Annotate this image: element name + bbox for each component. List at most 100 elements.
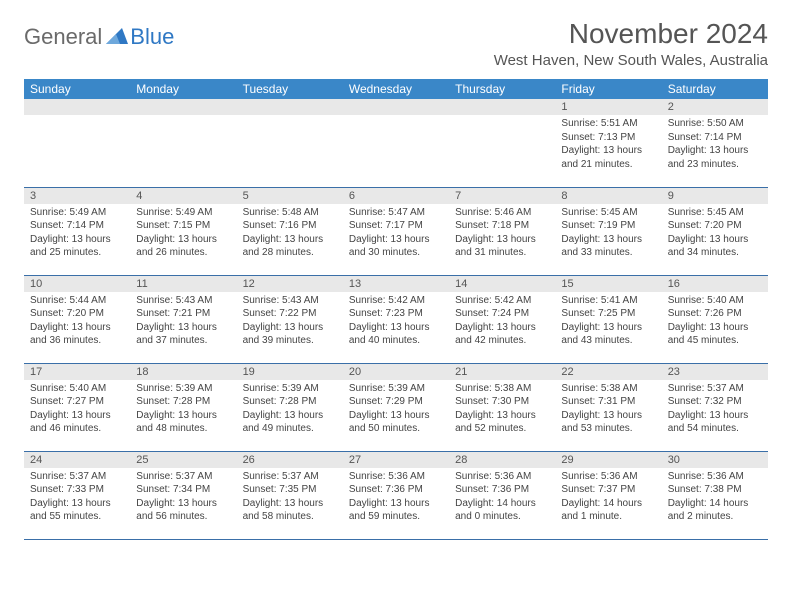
logo: General Blue: [24, 18, 174, 50]
calendar-cell: 17Sunrise: 5:40 AMSunset: 7:27 PMDayligh…: [24, 363, 130, 451]
day-number: 17: [24, 364, 130, 380]
calendar-week-row: 10Sunrise: 5:44 AMSunset: 7:20 PMDayligh…: [24, 275, 768, 363]
daylight-line-1: Daylight: 13 hours: [455, 321, 549, 335]
daylight-line-1: Daylight: 13 hours: [561, 321, 655, 335]
weekday-header: Sunday: [24, 79, 130, 99]
day-details: Sunrise: 5:40 AMSunset: 7:26 PMDaylight:…: [662, 292, 768, 352]
sunset-line: Sunset: 7:19 PM: [561, 219, 655, 233]
calendar-cell: 23Sunrise: 5:37 AMSunset: 7:32 PMDayligh…: [662, 363, 768, 451]
day-number: 10: [24, 276, 130, 292]
sunrise-line: Sunrise: 5:38 AM: [561, 382, 655, 396]
logo-word-general: General: [24, 24, 102, 50]
day-number: 19: [237, 364, 343, 380]
day-details: Sunrise: 5:47 AMSunset: 7:17 PMDaylight:…: [343, 204, 449, 264]
day-details: Sunrise: 5:42 AMSunset: 7:23 PMDaylight:…: [343, 292, 449, 352]
day-details: Sunrise: 5:41 AMSunset: 7:25 PMDaylight:…: [555, 292, 661, 352]
weekday-header: Tuesday: [237, 79, 343, 99]
calendar-cell: 5Sunrise: 5:48 AMSunset: 7:16 PMDaylight…: [237, 187, 343, 275]
sunrise-line: Sunrise: 5:42 AM: [349, 294, 443, 308]
day-number: 11: [130, 276, 236, 292]
sunrise-line: Sunrise: 5:40 AM: [30, 382, 124, 396]
daylight-line-1: Daylight: 13 hours: [136, 233, 230, 247]
sunrise-line: Sunrise: 5:49 AM: [30, 206, 124, 220]
day-number: 26: [237, 452, 343, 468]
day-number: 7: [449, 188, 555, 204]
day-details: Sunrise: 5:43 AMSunset: 7:21 PMDaylight:…: [130, 292, 236, 352]
day-number: 5: [237, 188, 343, 204]
calendar-cell: 9Sunrise: 5:45 AMSunset: 7:20 PMDaylight…: [662, 187, 768, 275]
calendar-cell: 22Sunrise: 5:38 AMSunset: 7:31 PMDayligh…: [555, 363, 661, 451]
daylight-line-1: Daylight: 13 hours: [668, 409, 762, 423]
day-number: 22: [555, 364, 661, 380]
calendar-cell: [24, 99, 130, 187]
sunrise-line: Sunrise: 5:42 AM: [455, 294, 549, 308]
daylight-line-2: and 56 minutes.: [136, 510, 230, 524]
daylight-line-2: and 37 minutes.: [136, 334, 230, 348]
day-details: Sunrise: 5:40 AMSunset: 7:27 PMDaylight:…: [24, 380, 130, 440]
daylight-line-2: and 49 minutes.: [243, 422, 337, 436]
calendar-cell: [130, 99, 236, 187]
daylight-line-1: Daylight: 13 hours: [243, 497, 337, 511]
daylight-line-2: and 23 minutes.: [668, 158, 762, 172]
calendar-cell: 10Sunrise: 5:44 AMSunset: 7:20 PMDayligh…: [24, 275, 130, 363]
daylight-line-1: Daylight: 14 hours: [668, 497, 762, 511]
sunrise-line: Sunrise: 5:36 AM: [561, 470, 655, 484]
sunrise-line: Sunrise: 5:49 AM: [136, 206, 230, 220]
day-details: Sunrise: 5:38 AMSunset: 7:31 PMDaylight:…: [555, 380, 661, 440]
daylight-line-1: Daylight: 13 hours: [30, 497, 124, 511]
daylight-line-1: Daylight: 13 hours: [455, 233, 549, 247]
sunset-line: Sunset: 7:20 PM: [668, 219, 762, 233]
day-details: Sunrise: 5:39 AMSunset: 7:29 PMDaylight:…: [343, 380, 449, 440]
day-details: Sunrise: 5:51 AMSunset: 7:13 PMDaylight:…: [555, 115, 661, 175]
daylight-line-1: Daylight: 13 hours: [349, 233, 443, 247]
day-number: 1: [555, 99, 661, 115]
daylight-line-2: and 0 minutes.: [455, 510, 549, 524]
sunset-line: Sunset: 7:29 PM: [349, 395, 443, 409]
day-number: 3: [24, 188, 130, 204]
sunrise-line: Sunrise: 5:36 AM: [349, 470, 443, 484]
sunset-line: Sunset: 7:36 PM: [349, 483, 443, 497]
daylight-line-2: and 58 minutes.: [243, 510, 337, 524]
day-details: Sunrise: 5:37 AMSunset: 7:35 PMDaylight:…: [237, 468, 343, 528]
day-number: 25: [130, 452, 236, 468]
daylight-line-2: and 52 minutes.: [455, 422, 549, 436]
sunset-line: Sunset: 7:30 PM: [455, 395, 549, 409]
calendar-cell: 25Sunrise: 5:37 AMSunset: 7:34 PMDayligh…: [130, 451, 236, 539]
daylight-line-2: and 26 minutes.: [136, 246, 230, 260]
sunrise-line: Sunrise: 5:37 AM: [30, 470, 124, 484]
sunrise-line: Sunrise: 5:46 AM: [455, 206, 549, 220]
sunset-line: Sunset: 7:15 PM: [136, 219, 230, 233]
day-number: 23: [662, 364, 768, 380]
day-details: Sunrise: 5:43 AMSunset: 7:22 PMDaylight:…: [237, 292, 343, 352]
day-number: [24, 99, 130, 115]
calendar-cell: 7Sunrise: 5:46 AMSunset: 7:18 PMDaylight…: [449, 187, 555, 275]
daylight-line-1: Daylight: 13 hours: [136, 497, 230, 511]
calendar-page: General Blue November 2024 West Haven, N…: [0, 0, 792, 550]
day-number: 8: [555, 188, 661, 204]
daylight-line-2: and 21 minutes.: [561, 158, 655, 172]
sunrise-line: Sunrise: 5:38 AM: [455, 382, 549, 396]
daylight-line-1: Daylight: 13 hours: [668, 144, 762, 158]
sunset-line: Sunset: 7:14 PM: [30, 219, 124, 233]
calendar-cell: 19Sunrise: 5:39 AMSunset: 7:28 PMDayligh…: [237, 363, 343, 451]
sunset-line: Sunset: 7:35 PM: [243, 483, 337, 497]
sunset-line: Sunset: 7:27 PM: [30, 395, 124, 409]
daylight-line-2: and 50 minutes.: [349, 422, 443, 436]
day-details: Sunrise: 5:39 AMSunset: 7:28 PMDaylight:…: [130, 380, 236, 440]
day-number: 16: [662, 276, 768, 292]
day-details: Sunrise: 5:42 AMSunset: 7:24 PMDaylight:…: [449, 292, 555, 352]
day-number: 12: [237, 276, 343, 292]
calendar-cell: [449, 99, 555, 187]
daylight-line-2: and 33 minutes.: [561, 246, 655, 260]
sunrise-line: Sunrise: 5:39 AM: [349, 382, 443, 396]
daylight-line-1: Daylight: 13 hours: [30, 409, 124, 423]
sunset-line: Sunset: 7:36 PM: [455, 483, 549, 497]
daylight-line-2: and 31 minutes.: [455, 246, 549, 260]
triangle-icon: [106, 26, 128, 49]
daylight-line-2: and 30 minutes.: [349, 246, 443, 260]
day-number: 27: [343, 452, 449, 468]
day-details: Sunrise: 5:36 AMSunset: 7:37 PMDaylight:…: [555, 468, 661, 528]
day-number: 24: [24, 452, 130, 468]
calendar-cell: 16Sunrise: 5:40 AMSunset: 7:26 PMDayligh…: [662, 275, 768, 363]
day-details: Sunrise: 5:37 AMSunset: 7:34 PMDaylight:…: [130, 468, 236, 528]
